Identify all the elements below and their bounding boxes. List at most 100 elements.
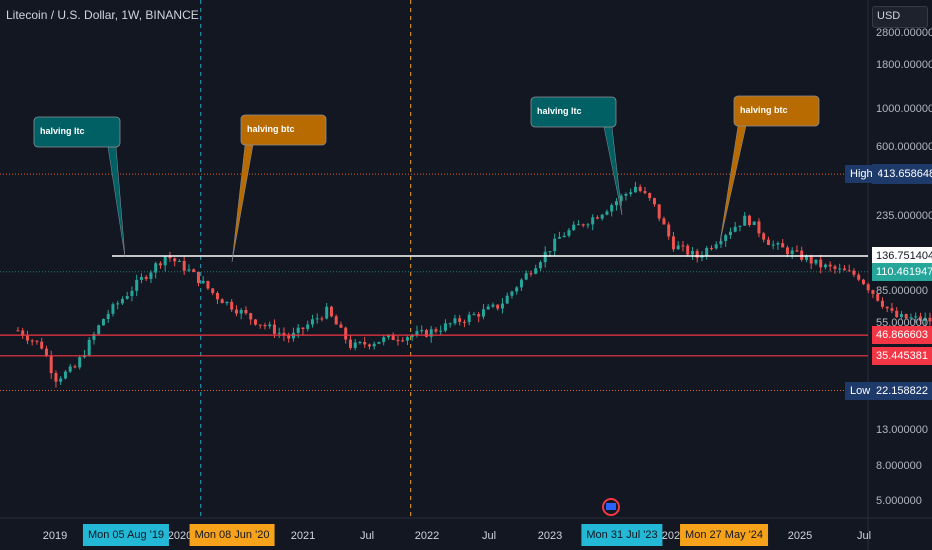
candle-body-67 [334,316,338,325]
candle-body-6 [44,348,48,357]
candle-body-101 [496,304,500,309]
candle-body-169 [819,259,823,268]
callout-box-2 [240,114,327,146]
candle-body-172 [833,266,837,269]
candle-body-68 [339,324,343,328]
y-tick-label: 8.000000 [876,459,922,472]
candle-body-119 [581,224,585,226]
candle-body-132 [643,191,647,194]
candle-body-109 [534,268,538,274]
candle-body-106 [519,279,523,288]
x-tick-label: 2021 [290,530,316,542]
candle-body-69 [344,327,348,340]
candle-body-88 [434,329,438,332]
x-tick-label: Jul [856,530,872,542]
candle-body-181 [876,293,880,301]
candle-body-190 [918,316,922,321]
candle-body-145 [705,247,709,256]
candle-body-153 [743,215,747,226]
candle-body-178 [861,279,865,285]
candle-body-34 [177,260,181,262]
candle-body-160 [776,243,780,245]
candle-body-4 [35,340,39,342]
candle-body-166 [804,256,808,260]
candle-body-95 [467,314,471,323]
candle-body-139 [676,245,680,250]
candle-body-50 [253,319,257,325]
candle-body-77 [382,337,386,342]
candle-body-123 [600,214,604,219]
candle-body-80 [396,340,400,342]
x-tick-label: 2020 [167,530,193,542]
price-badge: 46.866603 [872,326,932,345]
x-tick-label: Jul [481,530,497,542]
candle-body-84 [415,331,419,336]
candle-body-183 [885,306,889,309]
candle-body-154 [747,215,751,226]
candle-body-55 [277,332,281,334]
candle-body-37 [192,269,196,272]
candle-body-52 [263,325,267,327]
candle-body-111 [543,251,547,263]
candle-body-36 [187,269,191,271]
candle-body-130 [633,186,637,193]
date-badge: Mon 08 Jun '20 [189,524,275,546]
date-badge: Mon 27 May '24 [680,524,768,546]
price-badge: 22.158822 [872,381,932,400]
callout-label-3: halving ltc [537,106,582,116]
candle-body-143 [695,250,699,258]
candle-body-127 [619,195,623,202]
candle-body-147 [714,244,718,249]
currency-selector[interactable]: USD [872,6,928,28]
candle-body-102 [500,303,504,309]
candle-body-81 [401,340,405,342]
candle-body-159 [771,244,775,246]
candle-body-148 [719,241,723,245]
callout-box-3 [530,96,617,128]
price-badge: 136.751404 [872,246,932,265]
candle-body-10 [63,371,67,379]
candle-body-72 [358,341,362,343]
candle-body-173 [838,268,842,270]
candle-body-56 [282,332,286,336]
candle-body-104 [510,291,514,296]
candle-body-156 [757,221,761,234]
candle-body-136 [662,218,666,225]
candle-body-105 [515,287,519,292]
candle-body-144 [700,255,704,258]
candle-body-26 [139,276,143,280]
candle-body-120 [586,224,590,226]
candle-body-176 [852,270,856,275]
candle-body-62 [310,319,314,325]
candle-body-70 [348,339,352,348]
candle-body-8 [54,373,58,382]
candle-body-90 [443,323,447,331]
candle-body-182 [880,300,884,307]
candle-body-93 [458,318,462,322]
y-tick-label: 600.000000 [876,140,932,153]
candle-body-158 [766,239,770,245]
candle-body-189 [914,316,918,318]
price-badge-tag: Low [845,381,876,400]
candle-body-44 [225,301,229,304]
candle-body-16 [92,334,96,340]
candle-body-91 [448,323,452,325]
candle-body-0 [16,330,20,332]
candle-body-71 [353,342,357,348]
candle-body-75 [372,343,376,347]
x-tick-label: 2019 [42,530,68,542]
candle-body-86 [424,330,428,337]
candle-body-161 [781,243,785,248]
candle-body-155 [752,221,756,226]
callout-box-4 [733,95,820,127]
candle-body-162 [785,247,789,255]
candle-body-174 [842,268,846,271]
candle-body-53 [268,324,272,327]
candle-body-150 [728,231,732,236]
candle-body-12 [73,366,77,368]
candle-body-188 [909,317,913,319]
candle-body-19 [106,313,110,319]
candle-body-83 [410,335,414,338]
